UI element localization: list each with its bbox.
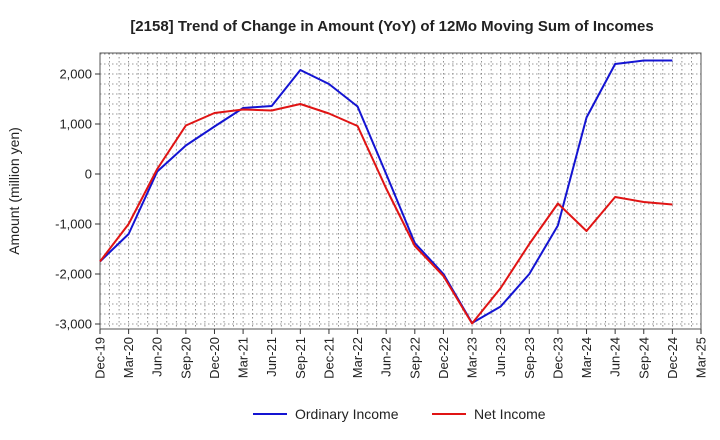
x-tick-label: Dec-23	[550, 337, 565, 379]
x-tick-label: Mar-24	[579, 337, 594, 378]
x-tick-label: Dec-19	[93, 337, 108, 379]
x-tick-label: Dec-22	[436, 337, 451, 379]
grid	[100, 53, 701, 329]
y-axis: 2,000 1,000 0 -1,000 -2,000 -3,000	[55, 67, 100, 332]
x-tick-label: Dec-21	[321, 337, 336, 379]
x-tick-label: Mar-21	[236, 337, 251, 378]
x-tick-label: Sep-20	[178, 337, 193, 379]
x-tick-label: Jun-24	[608, 337, 623, 377]
x-tick-label: Dec-24	[665, 337, 680, 379]
x-tick-label: Mar-23	[465, 337, 480, 378]
y-tick-label: 2,000	[59, 67, 92, 82]
series-line-ordinary-income	[99, 59, 673, 324]
y-tick-label: -2,000	[55, 267, 92, 282]
x-tick-label: Mar-22	[350, 337, 365, 378]
x-tick-label: Sep-22	[407, 337, 422, 379]
x-tick-label: Sep-23	[522, 337, 537, 379]
series-line-net-income	[99, 103, 673, 325]
legend-label-ordinary-income: Ordinary Income	[295, 406, 399, 422]
y-tick-label: 1,000	[59, 117, 92, 132]
x-tick-label: Sep-24	[636, 337, 651, 379]
x-axis: Dec-19 Mar-20 Jun-20 Sep-20 Dec-20 Mar-21 Jun-…	[93, 329, 709, 379]
legend-label-net-income: Net Income	[474, 406, 546, 422]
legend: Ordinary Income Net Income	[253, 406, 546, 422]
y-tick-label: -1,000	[55, 217, 92, 232]
x-tick-label: Jun-20	[150, 337, 165, 377]
y-tick-label: 0	[85, 167, 92, 182]
series	[99, 59, 673, 325]
y-axis-label: Amount (million yen)	[6, 127, 22, 255]
x-tick-label: Jun-22	[379, 337, 394, 377]
plot-area	[99, 52, 702, 330]
x-tick-label: Sep-21	[293, 337, 308, 379]
x-tick-label: Mar-20	[121, 337, 136, 378]
x-tick-label: Mar-25	[694, 337, 709, 378]
x-tick-label: Jun-23	[493, 337, 508, 377]
y-tick-label: -3,000	[55, 317, 92, 332]
chart-title: [2158] Trend of Change in Amount (YoY) o…	[130, 18, 653, 35]
x-tick-label: Jun-21	[264, 337, 279, 377]
x-tick-label: Dec-20	[207, 337, 222, 379]
